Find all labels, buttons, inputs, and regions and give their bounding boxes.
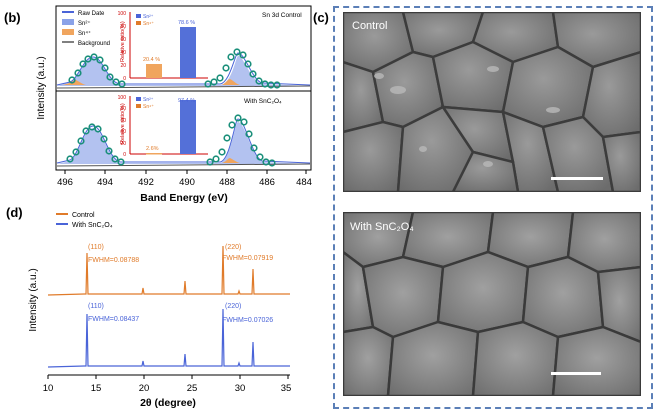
control-inset-legend-sn4: Sn⁴⁺ bbox=[143, 21, 154, 27]
xtick-25: 25 bbox=[187, 383, 198, 394]
legend-sn4: Sn⁴⁺ bbox=[78, 30, 91, 37]
control-inset-ytick-100: 100 bbox=[118, 11, 127, 17]
control-fwhm-110: FWHM=0.08788 bbox=[88, 257, 139, 264]
control-peak-220: (220) bbox=[225, 244, 241, 251]
control-scale-bar bbox=[551, 177, 603, 180]
panel-d-label: (d) bbox=[6, 205, 23, 220]
with-peak-110: (110) bbox=[88, 303, 104, 310]
xtick-496: 496 bbox=[57, 177, 73, 188]
control-inset-ytick-40: 40 bbox=[120, 50, 126, 56]
panel-b-label: (b) bbox=[4, 10, 21, 25]
with-fwhm-110: FWHM=0.08437 bbox=[88, 316, 139, 323]
with-sn4-value: 2.6% bbox=[146, 146, 159, 152]
control-sn4-value: 20.4 % bbox=[143, 57, 160, 63]
with-sn2-bar bbox=[180, 100, 196, 154]
xtick-30: 30 bbox=[235, 383, 246, 394]
control-sn2-bar bbox=[180, 27, 196, 78]
xtick-494: 494 bbox=[97, 177, 113, 188]
legend-raw-data: Raw Date bbox=[78, 11, 105, 17]
sem-image-with-snc2o4 bbox=[343, 212, 641, 396]
control-fwhm-220: FWHM=0.07919 bbox=[222, 255, 273, 262]
sem-with-label: With SnC₂O₄ bbox=[350, 221, 414, 233]
panel-c-label: (c) bbox=[313, 10, 329, 25]
xtick-492: 492 bbox=[138, 177, 154, 188]
panel-d-xtick-labels: 10 15 20 25 30 35 bbox=[43, 383, 292, 394]
panel-b-legend: Raw Date Sn²⁺ Sn⁴⁺ Background bbox=[62, 11, 110, 47]
control-xrd-trace bbox=[47, 245, 290, 296]
with-fwhm-220: FWHM=0.07026 bbox=[222, 317, 273, 324]
panel-b-with-spectrum bbox=[56, 114, 311, 167]
with-inset-legend-sn2: Sn²⁺ bbox=[143, 97, 154, 103]
with-inset-ytick-60: 60 bbox=[120, 118, 126, 124]
with-peak-220: (220) bbox=[225, 303, 241, 310]
with-inset-ytick-80: 80 bbox=[120, 106, 126, 112]
panel-b-lower-label: With SnC₂O₄ bbox=[244, 98, 282, 105]
panel-d-xrd-chart: Control With SnC₂O₄ (110) FWHM=0.08788 (… bbox=[28, 212, 292, 409]
panel-b-control-spectrum bbox=[56, 48, 311, 89]
xtick-488: 488 bbox=[219, 177, 235, 188]
with-xrd-trace bbox=[47, 308, 290, 368]
panel-d-ylabel: Intensity (a.u.) bbox=[28, 268, 39, 331]
xtick-10: 10 bbox=[43, 383, 54, 394]
with-inset-ytick-0: 0 bbox=[123, 152, 126, 158]
xtick-15: 15 bbox=[91, 383, 102, 394]
control-inset-ylabel: Relative ratio(%) bbox=[120, 21, 126, 62]
with-inset-ytick-20: 20 bbox=[120, 141, 126, 147]
xtick-20: 20 bbox=[139, 383, 150, 394]
with-scale-bar bbox=[551, 372, 601, 375]
xtick-486: 486 bbox=[259, 177, 275, 188]
panel-b-with-inset: Relative ratio(%) 100 80 60 40 20 0 Sn²⁺… bbox=[118, 95, 208, 158]
panel-d-xlabel: 2θ (degree) bbox=[140, 397, 196, 409]
panel-c-dashed-frame bbox=[333, 6, 653, 409]
with-inset-ytick-100: 100 bbox=[118, 95, 127, 101]
control-inset-ytick-20: 20 bbox=[120, 63, 126, 69]
legend-background: Background bbox=[78, 41, 110, 47]
panel-d-xtick-marks bbox=[47, 375, 289, 379]
control-inset-ytick-0: 0 bbox=[123, 76, 126, 82]
control-sn4-bar bbox=[146, 64, 162, 78]
with-inset-legend-sn4: Sn⁴⁺ bbox=[143, 104, 154, 110]
control-peak-110: (110) bbox=[88, 244, 104, 251]
panel-b-header-note: Sn 3d Control bbox=[262, 12, 302, 19]
legend-sn2: Sn²⁺ bbox=[78, 20, 91, 27]
xtick-35: 35 bbox=[281, 383, 292, 394]
with-inset-ylabel: Relative ratio(%) bbox=[120, 103, 126, 144]
xtick-490: 490 bbox=[179, 177, 195, 188]
control-inset-ytick-60: 60 bbox=[120, 37, 126, 43]
sem-image-control bbox=[343, 12, 641, 192]
sem-control-label: Control bbox=[352, 20, 388, 32]
panel-b-xticks-marks bbox=[64, 170, 307, 174]
xtick-484: 484 bbox=[296, 177, 312, 188]
with-sn2-value: 97.4 % bbox=[178, 98, 195, 104]
panel-d-legend: Control With SnC₂O₄ bbox=[56, 212, 113, 229]
panel-b-xtick-labels: 496 494 492 490 488 486 484 bbox=[57, 177, 312, 188]
panel-b-xps-chart: Raw Date Sn²⁺ Sn⁴⁺ Background Sn 3d Cont… bbox=[36, 5, 312, 204]
legend-with: With SnC₂O₄ bbox=[72, 222, 113, 229]
control-sn2-value: 78.6 % bbox=[178, 20, 195, 26]
panel-b-control-inset: Relative ratio(%) 100 80 60 40 20 0 Sn²⁺… bbox=[118, 11, 208, 82]
panel-b-axis-frame bbox=[55, 5, 312, 171]
with-sn4-bar bbox=[146, 153, 162, 155]
panel-b-xlabel: Band Energy (eV) bbox=[140, 192, 228, 204]
control-inset-ytick-80: 80 bbox=[120, 24, 126, 30]
legend-control: Control bbox=[72, 212, 95, 219]
panel-b-ylabel: Intensity (a.u.) bbox=[36, 56, 47, 119]
with-inset-ytick-40: 40 bbox=[120, 129, 126, 135]
control-inset-legend-sn2: Sn²⁺ bbox=[143, 14, 154, 20]
